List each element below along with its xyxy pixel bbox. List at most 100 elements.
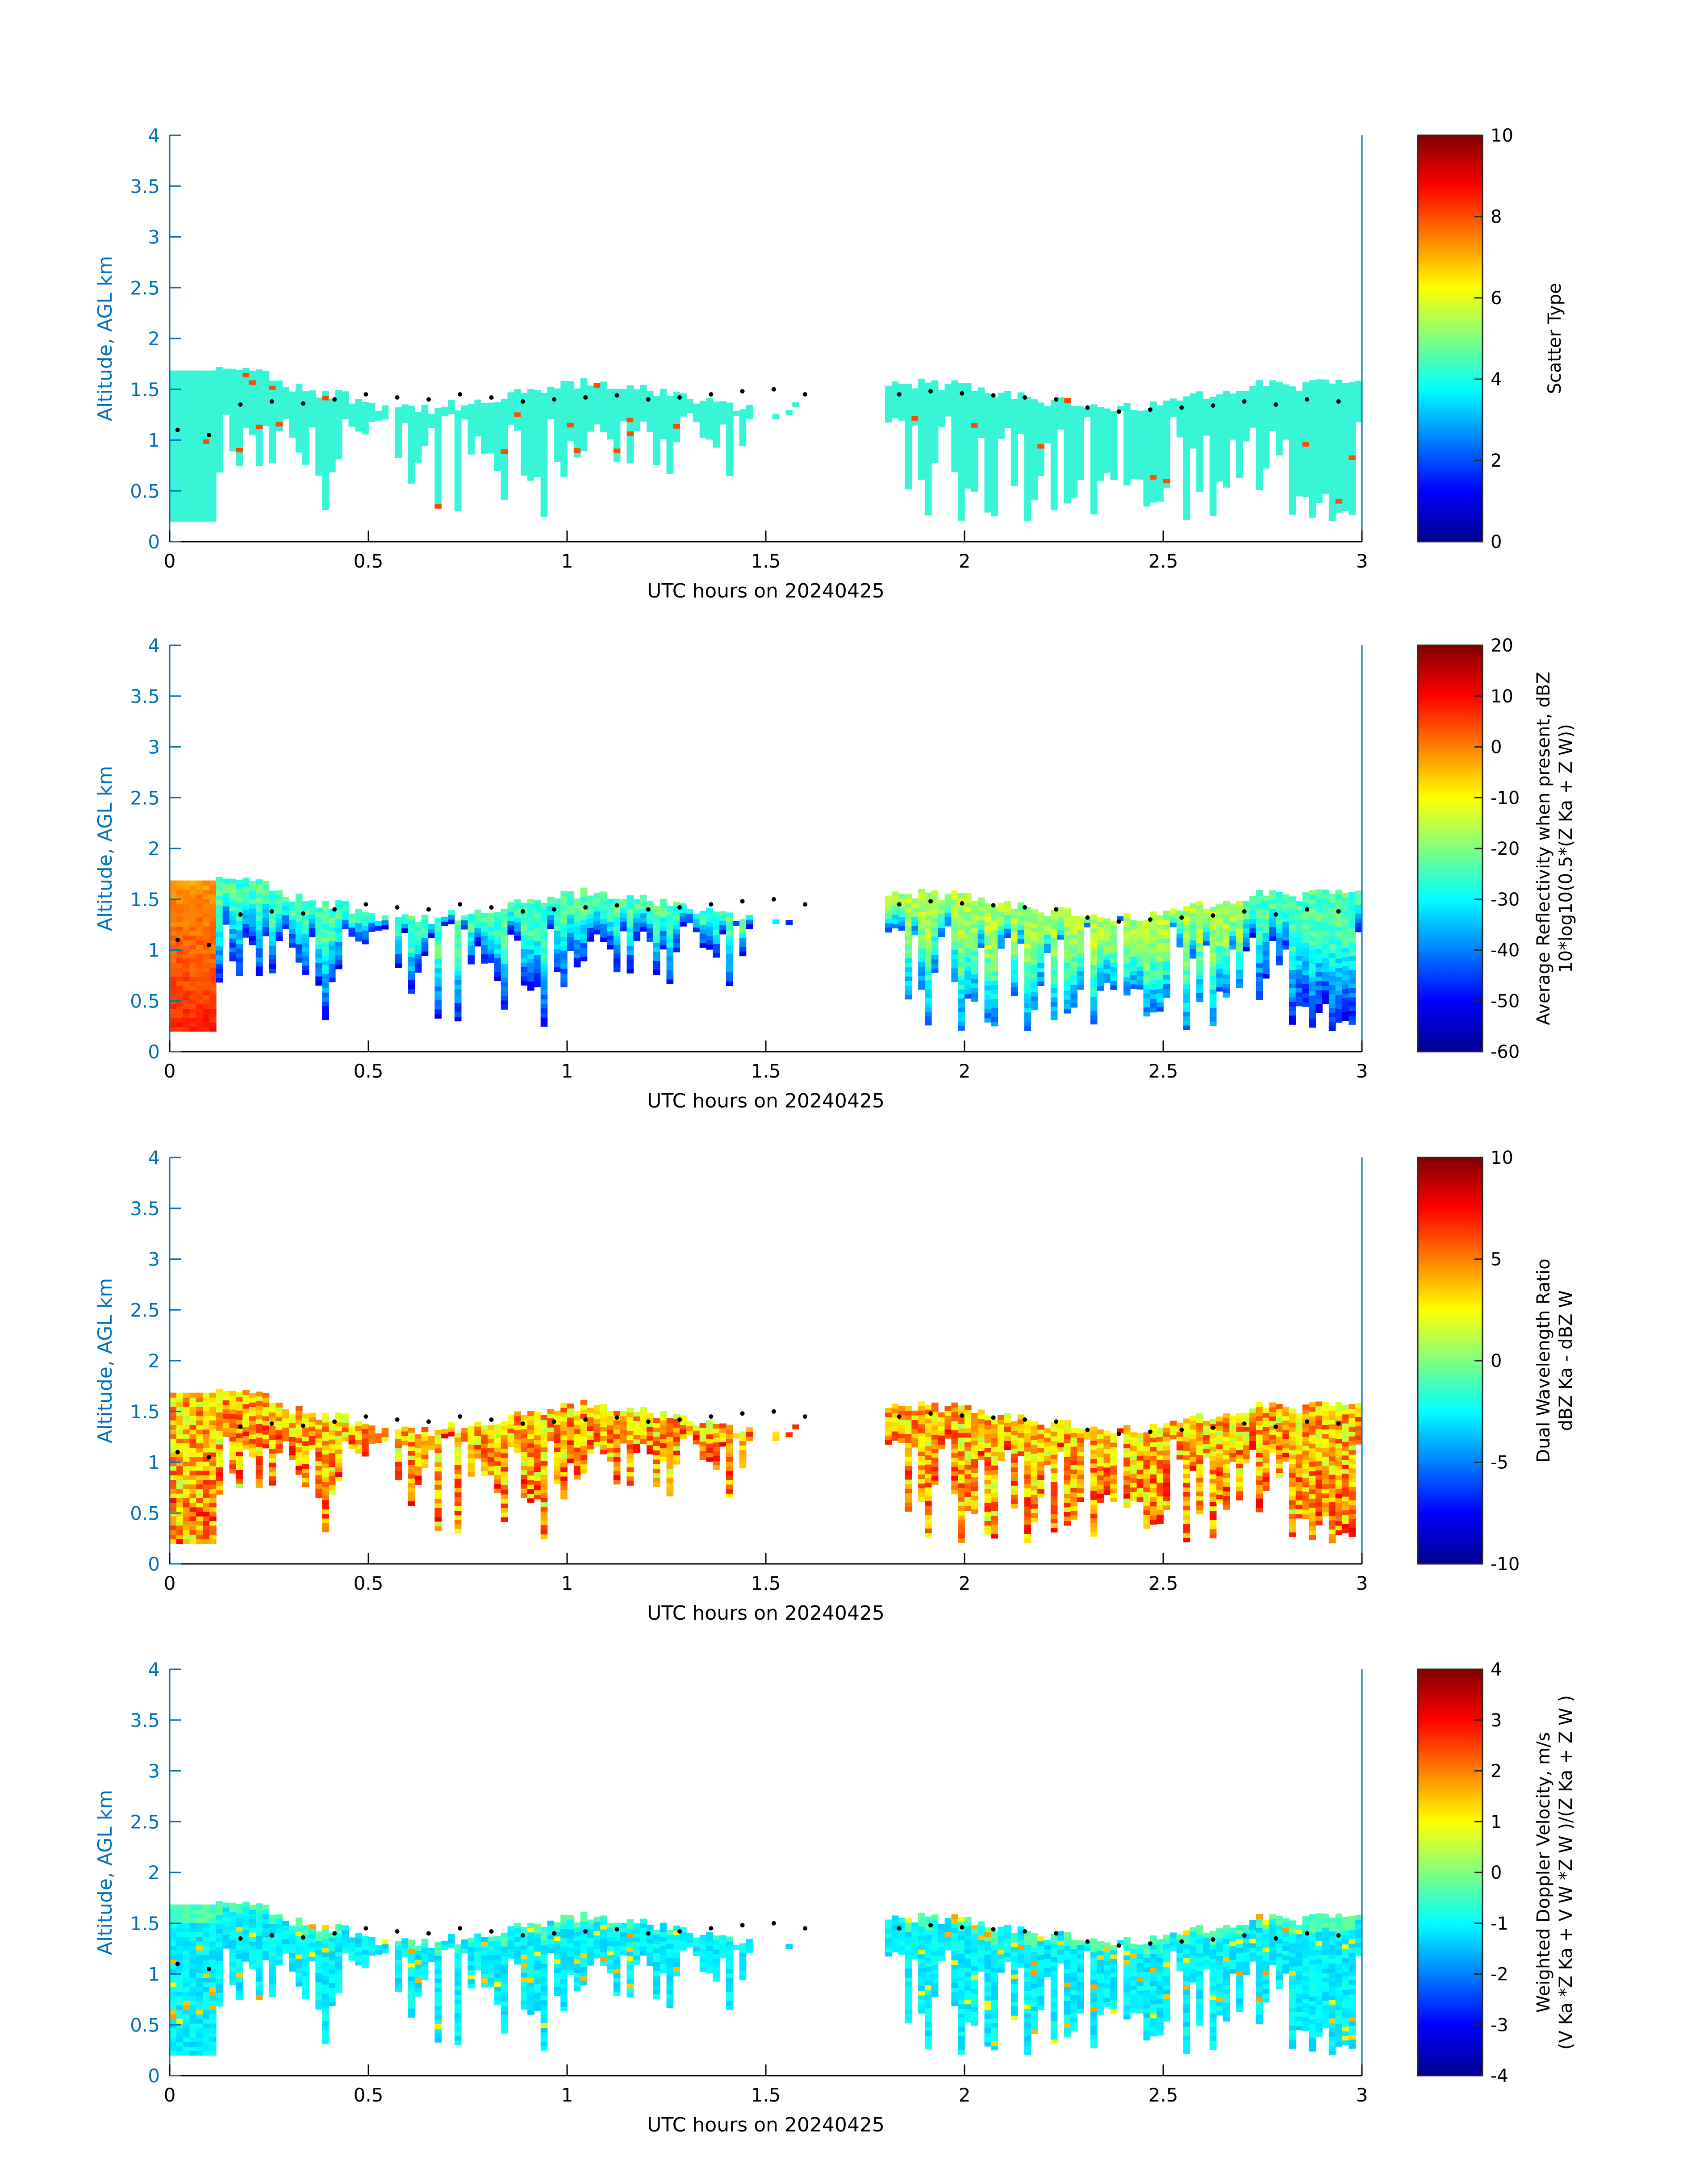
cloud-top-dot [897, 392, 902, 397]
heatmap-cell [1256, 444, 1263, 449]
heatmap-cell [1037, 407, 1044, 412]
heatmap-cell [176, 471, 184, 476]
heatmap-cell [249, 412, 256, 417]
colorbar-border [1417, 134, 1483, 543]
heatmap-cell [984, 493, 992, 499]
heatmap-cell [977, 410, 985, 415]
heatmap-cell [434, 963, 442, 969]
heatmap-cell [1123, 435, 1131, 440]
heatmap-cell [434, 972, 442, 978]
heatmap-cell [1342, 451, 1349, 456]
heatmap-cell [607, 926, 614, 932]
heatmap-cell [746, 409, 753, 415]
heatmap-cell [236, 461, 243, 466]
heatmap-cell [1037, 931, 1044, 936]
heatmap-cell [1349, 974, 1356, 979]
heatmap-cell [527, 416, 535, 422]
heatmap-cell [925, 974, 932, 980]
cloud-top-dot [1148, 917, 1153, 922]
heatmap-cell [183, 999, 190, 1004]
heatmap-cell [236, 889, 243, 894]
heatmap-cell [626, 454, 634, 459]
heatmap-cell [1143, 414, 1151, 420]
heatmap-cell [560, 399, 568, 404]
heatmap-cell [1110, 425, 1117, 430]
heatmap-cell [1070, 993, 1077, 999]
heatmap-cell [1077, 921, 1084, 926]
heatmap-cell [1024, 415, 1031, 421]
heatmap-cell [1024, 397, 1031, 402]
heatmap-cell [1064, 439, 1071, 444]
heatmap-cell [958, 511, 965, 516]
heatmap-cell [255, 902, 263, 907]
heatmap-cell [1322, 397, 1329, 403]
heatmap-cell [255, 406, 263, 411]
heatmap-cell [315, 921, 322, 927]
heatmap-cell [905, 452, 912, 458]
heatmap-cell [1196, 391, 1203, 397]
heatmap-cell [494, 430, 501, 435]
heatmap-cell [183, 880, 190, 886]
heatmap-cell [295, 388, 303, 393]
heatmap-cell [991, 925, 998, 931]
heatmap-cell [666, 911, 674, 916]
heatmap-cell [1130, 465, 1137, 470]
heatmap-cell [1070, 470, 1077, 475]
heatmap-cell [242, 381, 250, 387]
heatmap-cell [925, 451, 932, 456]
heatmap-cell [1349, 395, 1356, 401]
heatmap-cell [1349, 951, 1356, 957]
heatmap-cell [1024, 424, 1031, 430]
heatmap-cell [1157, 952, 1164, 957]
heatmap-cell [905, 944, 912, 949]
heatmap-cell [1196, 423, 1203, 428]
heatmap-cell [540, 953, 548, 958]
heatmap-cell [1057, 907, 1065, 912]
heatmap-cell [315, 949, 322, 954]
heatmap-cell [1196, 428, 1203, 433]
heatmap-cell [1031, 996, 1038, 1001]
heatmap-cell [521, 939, 528, 944]
heatmap-cell [554, 907, 561, 913]
heatmap-cell [1044, 916, 1051, 921]
heatmap-cell [381, 915, 389, 921]
heatmap-cell [1017, 397, 1025, 402]
heatmap-cell [229, 947, 237, 953]
heatmap-cell [1223, 469, 1230, 474]
heatmap-cell [1090, 937, 1098, 942]
heatmap-cell [322, 905, 329, 911]
heatmap-cell [905, 916, 912, 922]
heatmap-cell [1309, 972, 1316, 978]
heatmap-cell [355, 417, 362, 422]
heatmap-cell [342, 915, 349, 920]
y-tick-label: 1.5 [130, 379, 160, 401]
heatmap-cell [554, 953, 561, 958]
heatmap-cell [1157, 405, 1164, 410]
heatmap-cell [911, 912, 919, 917]
heatmap-cell [600, 905, 607, 911]
heatmap-cell [335, 418, 342, 423]
heatmap-cell [540, 452, 548, 457]
heatmap-cell [560, 895, 568, 901]
heatmap-cell [965, 465, 972, 471]
heatmap-cell [660, 393, 667, 398]
heatmap-cell [911, 402, 919, 407]
heatmap-cell [1050, 455, 1058, 460]
heatmap-cell [918, 903, 925, 908]
heatmap-cell [1209, 925, 1217, 930]
heatmap-cell [362, 429, 369, 435]
heatmap-cell [1183, 998, 1190, 1003]
heatmap-cell [1328, 989, 1336, 994]
heatmap-cell [1355, 890, 1362, 896]
heatmap-cell [1183, 414, 1190, 420]
cloud-top-dot [646, 397, 651, 402]
heatmap-cell [746, 924, 753, 929]
heatmap-cell [977, 396, 985, 401]
cloud-top-dots [175, 897, 1341, 948]
heatmap-cell [329, 449, 336, 454]
heatmap-cell [1143, 465, 1151, 470]
heatmap-cell [302, 942, 309, 948]
heatmap-cell [1223, 455, 1230, 460]
heatmap-cell [183, 885, 190, 890]
heatmap-cell [1157, 997, 1164, 1003]
